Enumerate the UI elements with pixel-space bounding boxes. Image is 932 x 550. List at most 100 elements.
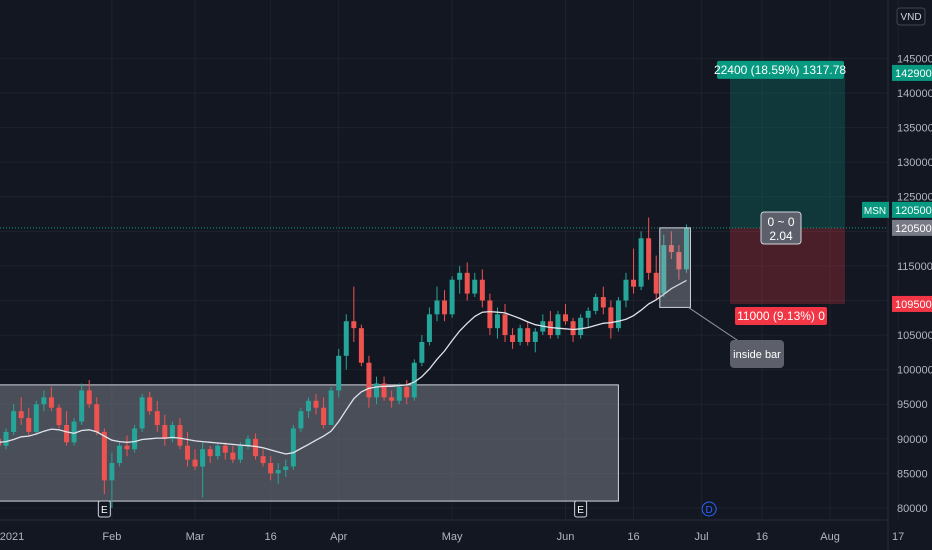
- risk-reward-bg: [760, 211, 802, 245]
- candle: [547, 310, 553, 339]
- candle: [86, 380, 92, 408]
- y-tick-label: 145000: [897, 53, 932, 65]
- candle-body: [48, 397, 54, 408]
- loss-label-text: 11000 (9.13%) 0: [737, 309, 825, 323]
- x-tick-label: Jul: [695, 531, 709, 543]
- candle-body: [268, 463, 274, 474]
- profit-label: 22400 (18.59%) 1317.78: [714, 60, 846, 79]
- candle: [101, 428, 107, 495]
- candle-body: [116, 445, 122, 464]
- candle: [283, 459, 289, 477]
- symbol-tag-bg: [862, 201, 889, 218]
- candle: [177, 418, 183, 450]
- x-tick-label: 16: [265, 531, 277, 543]
- candle: [245, 435, 251, 450]
- candle: [585, 307, 591, 329]
- candle: [555, 310, 561, 339]
- candle-body: [147, 397, 153, 412]
- candle-body: [638, 238, 644, 287]
- candle-body: [494, 314, 500, 329]
- dividend-marker-text: D: [706, 505, 713, 516]
- candle: [154, 400, 160, 432]
- y-tick-label: 135000: [897, 123, 932, 135]
- candle-body: [374, 383, 379, 398]
- candle-body: [525, 328, 531, 342]
- candle: [631, 248, 637, 294]
- candle-body: [661, 245, 667, 294]
- candle-body: [404, 386, 410, 398]
- candle-body: [237, 445, 243, 460]
- candle-body: [623, 279, 629, 301]
- candle: [336, 348, 342, 398]
- candle-body: [283, 466, 289, 470]
- candle-body: [381, 383, 387, 398]
- profit-label-bg: [717, 60, 844, 79]
- candle: [192, 449, 198, 470]
- candle-body: [215, 445, 221, 457]
- candle-body: [600, 297, 606, 308]
- earnings-marker-text: E: [577, 505, 584, 516]
- earnings-marker-text: E: [101, 505, 108, 516]
- candle-body: [351, 321, 357, 329]
- y-tick-label: 80000: [897, 503, 928, 515]
- candle-body: [396, 386, 402, 401]
- candle-body: [230, 452, 236, 460]
- candle-body: [517, 328, 523, 342]
- candle: [64, 411, 70, 446]
- currency-badge[interactable]: VND: [896, 7, 926, 26]
- candle: [593, 293, 599, 315]
- candle-body: [245, 438, 251, 446]
- candle-body: [253, 438, 259, 457]
- x-tick-label: 16: [756, 531, 768, 543]
- candle: [132, 424, 138, 453]
- candle: [343, 314, 349, 370]
- loss-label-bg: [735, 306, 827, 325]
- candle-body: [676, 252, 682, 270]
- candle: [457, 265, 463, 294]
- x-tick-label: Feb: [102, 531, 121, 543]
- candle: [623, 272, 629, 308]
- candle-body: [487, 300, 493, 329]
- candle: [419, 335, 425, 367]
- candle-body: [260, 456, 266, 464]
- candle-body: [162, 424, 168, 439]
- x-tick-label: Aug: [820, 531, 840, 543]
- candle: [109, 452, 115, 508]
- candle: [578, 314, 584, 339]
- y-tick-label: 140000: [897, 88, 932, 100]
- candle: [41, 390, 47, 412]
- candle-body: [3, 431, 9, 446]
- candle-body: [56, 407, 62, 425]
- y-tick-label: 130000: [897, 157, 932, 169]
- candle: [56, 404, 62, 429]
- candle-body: [313, 400, 319, 408]
- callout-text: inside bar: [733, 349, 781, 361]
- y-tick-label: 85000: [897, 468, 928, 480]
- entry-price-tag-text: 120500: [895, 223, 932, 235]
- candle-body: [366, 362, 372, 398]
- currency-label: VND: [900, 12, 921, 23]
- y-tick-label: 95000: [897, 399, 928, 411]
- candle: [389, 390, 395, 408]
- candle: [290, 424, 296, 470]
- candle: [396, 383, 402, 405]
- callout-pointer: [688, 306, 741, 343]
- symbol-price-tag: MSN 120500: [862, 201, 932, 218]
- candle-body: [101, 431, 107, 481]
- candle: [207, 445, 213, 464]
- y-tick-label: 100000: [897, 365, 932, 377]
- x-tick-label: 2021: [0, 531, 24, 543]
- candle: [449, 276, 455, 318]
- target-price-tag-bg: [892, 64, 932, 81]
- stop-price-tag-bg: [892, 295, 932, 312]
- candle-body: [426, 314, 432, 342]
- candle-body: [71, 421, 77, 443]
- y-tick-label: 90000: [897, 434, 928, 446]
- candle-body: [86, 390, 92, 405]
- candle-body: [555, 314, 561, 336]
- event-marker-e: E: [97, 500, 111, 518]
- candle-body: [79, 390, 85, 422]
- candle: [646, 217, 652, 280]
- candle: [381, 376, 387, 401]
